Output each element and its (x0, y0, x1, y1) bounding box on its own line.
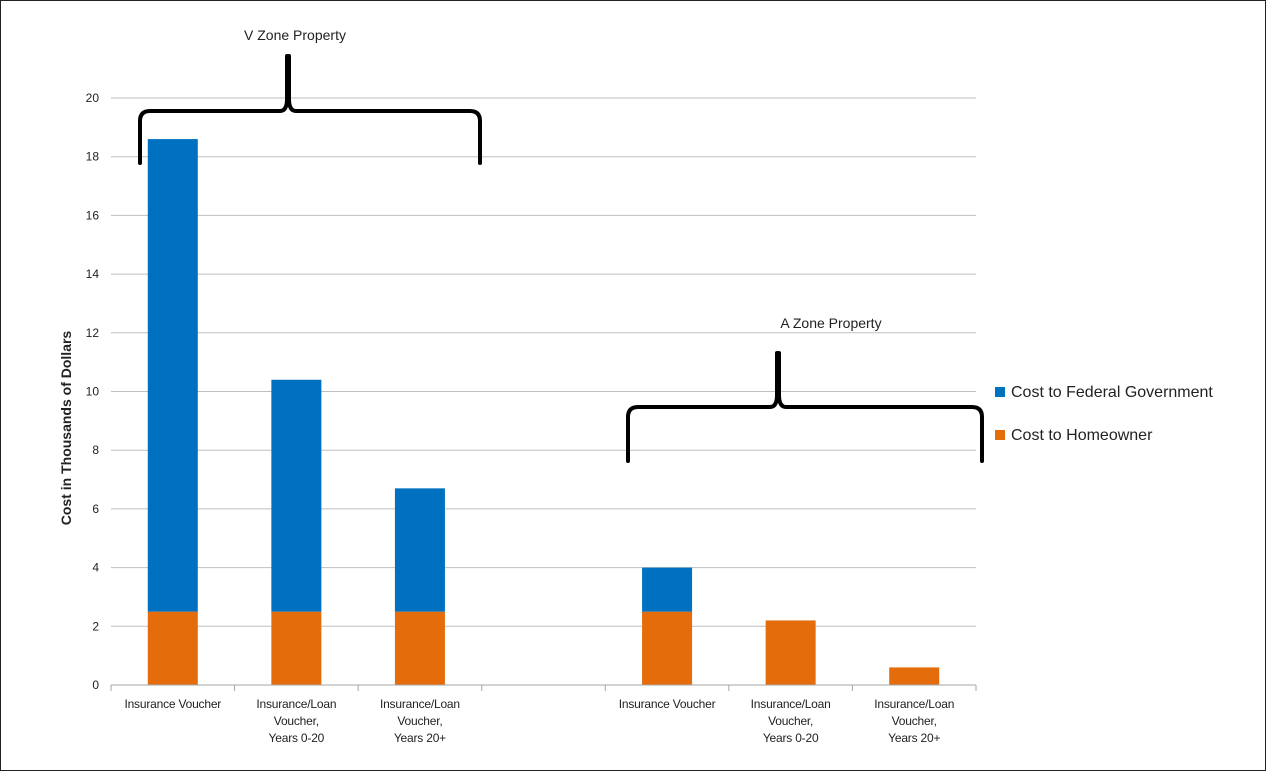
category-label: Insurance/Loan (256, 697, 336, 711)
bar-segment (889, 667, 940, 685)
y-tick-label: 16 (86, 208, 100, 222)
bar-segment (642, 567, 693, 612)
bar-segment (147, 139, 198, 612)
category-label: Years 0-20 (763, 731, 819, 745)
bar-segment (271, 611, 322, 685)
x-axis (110, 684, 977, 691)
category-label: Years 20+ (394, 731, 446, 745)
legend: Cost to Federal Government Cost to Homeow… (995, 384, 1213, 444)
category-label: Insurance/Loan (380, 697, 460, 711)
category-label: Insurance Voucher (619, 697, 716, 711)
zone-annotation: A Zone Property (780, 315, 881, 331)
gridlines (111, 97, 976, 627)
y-axis-label: Cost in Thousands of Dollars (58, 331, 74, 526)
legend-entry: Cost to Federal Government (1011, 384, 1213, 401)
annotations: V Zone Property A Zone Property (138, 27, 984, 463)
category-label: Insurance Voucher (124, 697, 221, 711)
curly-brace (138, 54, 482, 165)
y-tick-label: 6 (92, 502, 99, 516)
bar-segment (394, 611, 445, 685)
category-label: Years 0-20 (269, 731, 325, 745)
bars (147, 139, 940, 685)
legend-entry: Cost to Homeowner (1011, 427, 1153, 444)
y-tick-label: 12 (86, 326, 100, 340)
y-tick-labels: 0 2 4 6 8 10 12 14 16 18 20 (86, 91, 100, 692)
bar-segment (765, 620, 816, 685)
category-label: Insurance/Loan (751, 697, 831, 711)
y-tick-label: 14 (86, 267, 100, 281)
category-labels: Insurance Voucher Insurance/Loan Voucher, Y… (124, 697, 954, 745)
category-label: Voucher, (274, 714, 319, 728)
category-label: Voucher, (397, 714, 442, 728)
y-tick-label: 2 (92, 619, 99, 633)
y-tick-label: 4 (92, 561, 99, 575)
y-tick-label: 0 (92, 678, 99, 692)
y-tick-label: 8 (92, 443, 99, 457)
y-tick-label: 20 (86, 91, 100, 105)
zone-annotation: V Zone Property (244, 27, 346, 43)
category-label: Years 20+ (888, 731, 940, 745)
bar-segment (642, 611, 693, 685)
curly-brace (626, 351, 984, 463)
category-label: Insurance/Loan (874, 697, 954, 711)
legend-swatch (995, 430, 1005, 440)
y-tick-label: 10 (86, 385, 100, 399)
legend-swatch (995, 387, 1005, 397)
y-tick-label: 18 (86, 150, 100, 164)
category-label: Voucher, (768, 714, 813, 728)
bar-segment (394, 488, 445, 612)
bar-segment (271, 379, 322, 612)
bar-segment (147, 611, 198, 685)
category-label: Voucher, (892, 714, 937, 728)
